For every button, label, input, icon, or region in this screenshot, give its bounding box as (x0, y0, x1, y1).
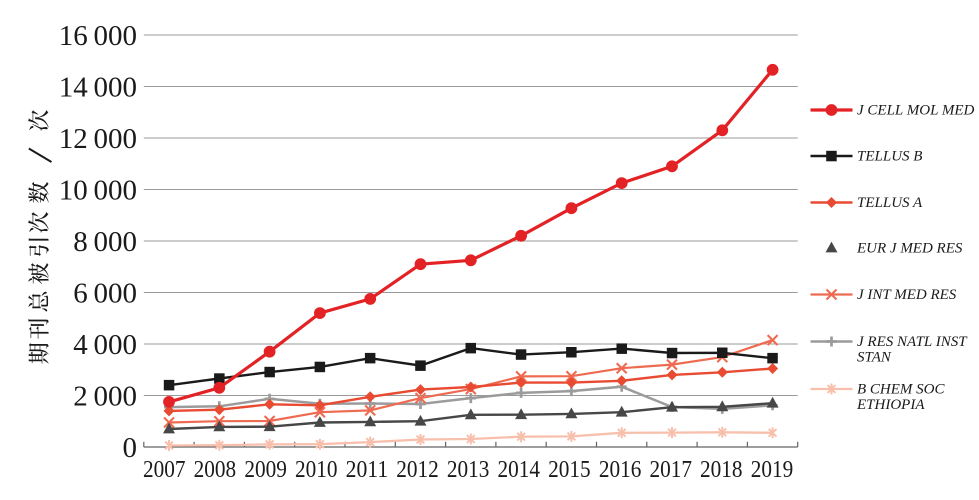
svg-text:B CHEM SOC: B CHEM SOC (857, 382, 945, 398)
svg-text:2010: 2010 (295, 457, 338, 483)
svg-text:2016: 2016 (599, 457, 642, 483)
svg-text:2009: 2009 (244, 457, 287, 483)
svg-text:J RES NATL INST: J RES NATL INST (857, 334, 968, 350)
svg-text:STAN: STAN (857, 349, 892, 365)
svg-text:J CELL MOL MED: J CELL MOL MED (857, 103, 975, 119)
svg-text:2008: 2008 (194, 457, 237, 483)
svg-text:2013: 2013 (447, 457, 490, 483)
svg-text:14 000: 14 000 (59, 71, 137, 103)
svg-text:2019: 2019 (751, 457, 794, 483)
svg-text:2 000: 2 000 (73, 380, 137, 412)
svg-text:2007: 2007 (143, 457, 186, 483)
svg-text:2015: 2015 (548, 457, 591, 483)
svg-text:16 000: 16 000 (59, 20, 137, 52)
svg-text:2012: 2012 (396, 457, 439, 483)
svg-text:0: 0 (123, 432, 138, 464)
svg-text:ETHIOPIA: ETHIOPIA (856, 397, 925, 413)
svg-text:2017: 2017 (649, 457, 692, 483)
svg-text:12 000: 12 000 (59, 123, 137, 155)
svg-text:J INT MED RES: J INT MED RES (857, 287, 957, 303)
svg-text:TELLUS B: TELLUS B (857, 149, 922, 165)
svg-text:4 000: 4 000 (73, 329, 137, 361)
svg-text:2018: 2018 (700, 457, 743, 483)
svg-text:8 000: 8 000 (73, 226, 137, 258)
svg-text:2014: 2014 (498, 457, 541, 483)
svg-text:10 000: 10 000 (59, 174, 137, 206)
svg-text:TELLUS A: TELLUS A (857, 195, 923, 211)
svg-text:2011: 2011 (346, 457, 389, 483)
svg-text:EUR J MED RES: EUR J MED RES (856, 241, 963, 257)
svg-text:6 000: 6 000 (73, 277, 137, 309)
